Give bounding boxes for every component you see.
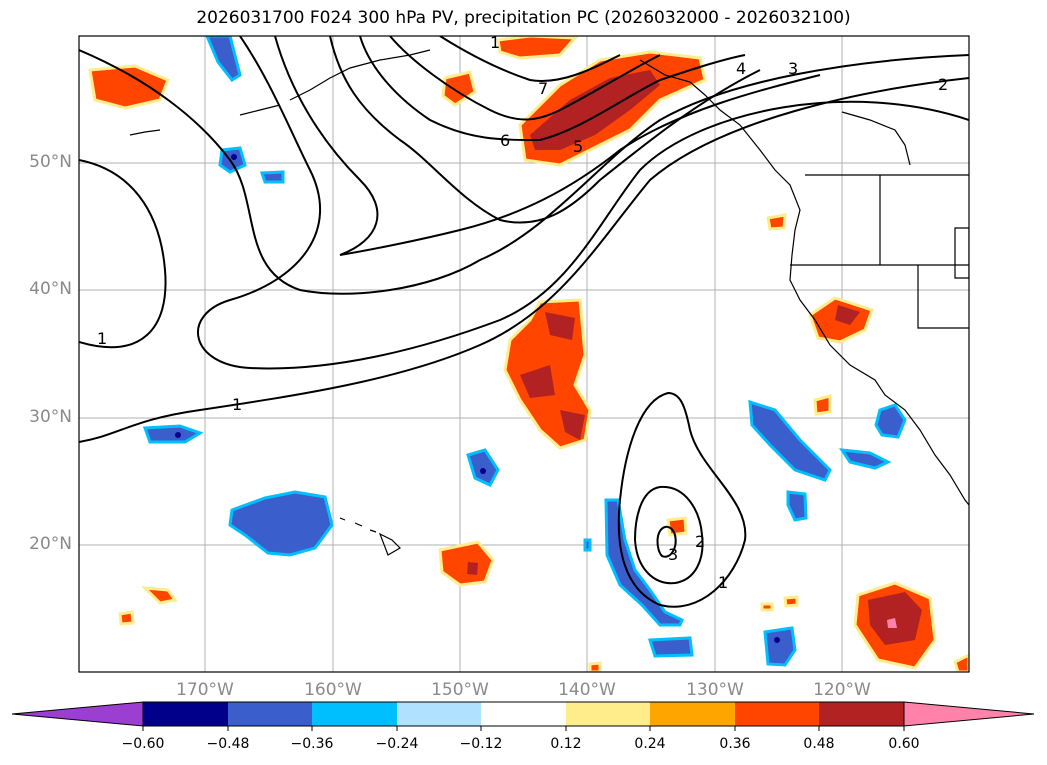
colorbar-extend-max bbox=[903, 701, 1035, 727]
pv-contour-4 bbox=[329, 36, 761, 224]
pv-contour-1-upper bbox=[79, 159, 167, 349]
precip-patch-hawaii-core bbox=[467, 562, 478, 575]
precip-neg-9 bbox=[786, 490, 808, 522]
pv-contour-5 bbox=[359, 36, 746, 142]
contour-label: 3 bbox=[788, 59, 798, 78]
pv-contour-3 bbox=[274, 36, 821, 256]
lon-label-160w: 160°W bbox=[304, 680, 362, 700]
lon-label-140w: 140°W bbox=[558, 680, 616, 700]
colorbar-tick-label: 0.48 bbox=[803, 736, 835, 752]
colorbar-tick-label: 0.24 bbox=[634, 736, 666, 752]
precip-neg-6 bbox=[748, 399, 832, 482]
precip-patch-central-core bbox=[520, 312, 585, 440]
colorbar-segment bbox=[228, 702, 312, 726]
lon-label-120w: 120°W bbox=[813, 680, 871, 700]
contour-labels: 1 1 1 2 3 4 5 6 7 3 2 1 bbox=[97, 33, 948, 592]
contour-label: 1 bbox=[97, 329, 107, 348]
contour-label: 2 bbox=[695, 532, 705, 551]
contour-label: 3 bbox=[668, 545, 678, 564]
contour-label: 1 bbox=[232, 395, 242, 414]
pv-contour-1-main bbox=[79, 77, 969, 443]
precip-positive bbox=[88, 36, 969, 672]
precip-neg-8 bbox=[874, 403, 907, 439]
colorbar-tick-label: 0.60 bbox=[888, 736, 920, 752]
colorbar-tick-label: −0.36 bbox=[290, 736, 334, 752]
lat-label-30n: 30°N bbox=[29, 407, 72, 427]
precip-patch-small-1 bbox=[813, 394, 832, 416]
pv-contour-7 bbox=[439, 36, 621, 82]
pv-contour-2b bbox=[197, 36, 969, 370]
precip-patch-ca-core bbox=[835, 305, 860, 325]
colorbar-tick-label: −0.60 bbox=[121, 736, 165, 752]
precip-neg-10 bbox=[604, 498, 684, 627]
contour-label: 4 bbox=[736, 59, 746, 78]
colorbar-segment bbox=[481, 702, 566, 726]
colorbar-segment bbox=[650, 702, 735, 726]
precip-neg-2 bbox=[205, 36, 242, 82]
contour-label: 2 bbox=[938, 75, 948, 94]
pv-contour-2a bbox=[79, 49, 969, 295]
precip-patch-small-2 bbox=[766, 213, 787, 231]
pv-contour-low-1 bbox=[617, 391, 747, 608]
lat-label-40n: 40°N bbox=[29, 279, 72, 299]
precip-patch-small-3 bbox=[118, 516, 969, 672]
map-title: 2026031700 F024 300 hPa PV, precipitatio… bbox=[196, 8, 851, 28]
precip-patch-pnw-core bbox=[530, 70, 660, 150]
precip-neg-5 bbox=[466, 448, 500, 487]
pv-contour-low-3 bbox=[656, 525, 677, 558]
lat-label-50n: 50°N bbox=[29, 152, 72, 172]
colorbar-segment bbox=[566, 702, 650, 726]
contour-label: 5 bbox=[573, 137, 583, 156]
precip-negative bbox=[142, 36, 907, 667]
colorbar-tick-label: 0.12 bbox=[550, 736, 582, 752]
lon-label-130w: 130°W bbox=[686, 680, 744, 700]
precip-patch-hawaii bbox=[438, 540, 495, 587]
colorbar-segment bbox=[735, 702, 819, 726]
colorbar-segment bbox=[819, 702, 904, 726]
precip-neg-hawaii-w bbox=[228, 490, 334, 557]
precip-neg-1 bbox=[142, 424, 204, 444]
precip-neg-7 bbox=[838, 448, 892, 470]
contour-label: 6 bbox=[500, 131, 510, 150]
colorbar-segment bbox=[312, 702, 397, 726]
colorbar bbox=[11, 701, 1035, 731]
colorbar-segment bbox=[143, 702, 228, 726]
coastlines bbox=[129, 49, 969, 556]
contour-label: 1 bbox=[718, 573, 728, 592]
precip-patch-top bbox=[496, 36, 579, 60]
lon-label-170w: 170°W bbox=[176, 680, 234, 700]
precip-patch-se-pink bbox=[887, 618, 897, 628]
lat-label-20n: 20°N bbox=[29, 534, 72, 554]
map-frame bbox=[78, 35, 970, 673]
colorbar-extend-min bbox=[11, 701, 144, 727]
colorbar-tick-label: −0.48 bbox=[206, 736, 250, 752]
pv-contour-low-2 bbox=[633, 485, 704, 585]
contour-label: 1 bbox=[490, 33, 500, 52]
contour-label: 7 bbox=[538, 79, 548, 98]
precip-neg-12 bbox=[763, 626, 797, 667]
precip-neg-4 bbox=[259, 170, 285, 184]
precip-neg-13 bbox=[583, 538, 592, 552]
pv-contour-6 bbox=[389, 36, 661, 121]
lon-label-150w: 150°W bbox=[431, 680, 489, 700]
pv-contours bbox=[79, 36, 969, 608]
colorbar-tick-label: −0.12 bbox=[459, 736, 503, 752]
precip-patch-nw bbox=[88, 64, 170, 110]
precip-neg-11 bbox=[647, 636, 694, 658]
colorbar-segment bbox=[397, 702, 481, 726]
colorbar-tick-label: −0.24 bbox=[375, 736, 419, 752]
colorbar-tick-label: 0.36 bbox=[719, 736, 751, 752]
